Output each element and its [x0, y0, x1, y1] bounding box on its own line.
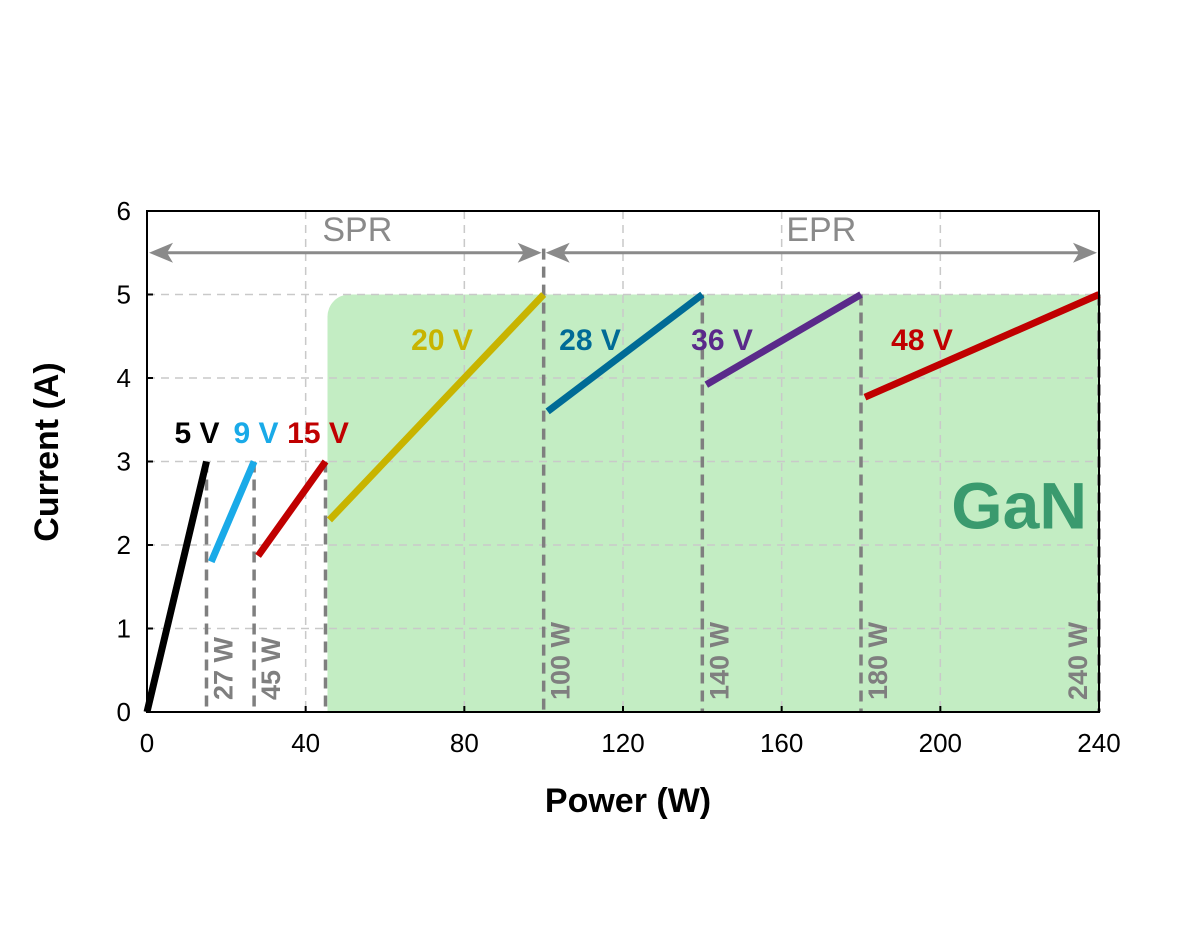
series-line: [208, 460, 258, 564]
power-marker-label: 45 W: [256, 636, 286, 700]
x-tick-label: 80: [450, 728, 479, 758]
gan-label: GaN: [951, 468, 1087, 542]
y-tick-label: 1: [117, 614, 131, 644]
gan-region-fill-right: [1059, 294, 1099, 712]
power-marker-label: 27 W: [209, 636, 239, 700]
series-line: [255, 459, 329, 558]
x-tick-label: 0: [140, 728, 154, 758]
y-tick-label: 3: [117, 447, 131, 477]
power-marker-label: 140 W: [704, 621, 734, 700]
x-tick-label: 160: [760, 728, 803, 758]
x-tick-label: 240: [1077, 728, 1120, 758]
x-tick-label: 120: [601, 728, 644, 758]
grid: [147, 211, 1099, 712]
y-tick-label: 2: [117, 530, 131, 560]
y-tick-label: 0: [117, 697, 131, 727]
y-tick-label: 5: [117, 280, 131, 310]
range-label: EPR: [786, 211, 856, 249]
gan-region-fill: [327, 294, 1099, 712]
power-marker-label: 180 W: [863, 621, 893, 700]
range-arrows: SPR EPR: [149, 211, 1097, 263]
series-label: 20 V: [411, 324, 473, 357]
power-marker-label: 100 W: [546, 621, 576, 700]
series-label: 28 V: [559, 324, 621, 357]
y-tick-label: 4: [117, 363, 131, 393]
series-label: 48 V: [891, 324, 953, 357]
series-line: [545, 291, 705, 415]
series-line: [143, 460, 210, 713]
y-axis-title: Current (A): [28, 362, 66, 541]
series-label: 5 V: [174, 417, 219, 450]
series-line: [863, 291, 1101, 401]
x-tick-label: 40: [291, 728, 320, 758]
series-label: 36 V: [691, 324, 753, 357]
y-tick-label: 6: [117, 196, 131, 226]
series-line: [326, 292, 547, 523]
range-arrow-head: [545, 242, 570, 263]
gan-region: GaN: [327, 294, 1099, 712]
axis-ticks: 0 40 80 120 160 200 240 0 1 2 3 4 5 6: [117, 196, 1121, 758]
range-label: SPR: [322, 211, 392, 249]
x-axis-title: Power (W): [545, 782, 711, 820]
series-label: 9 V: [233, 417, 278, 450]
series-lines: 5 V 9 V 15 V 20 V 28 V 36 V 48 V: [143, 291, 1101, 713]
range-arrow-head: [149, 242, 173, 263]
power-marker-label: 240 W: [1063, 621, 1093, 700]
x-tick-label: 200: [919, 728, 962, 758]
series-line: [704, 291, 863, 388]
range-arrow-head: [517, 242, 542, 263]
range-arrow-head: [1073, 242, 1097, 263]
series-label: 15 V: [287, 417, 349, 450]
